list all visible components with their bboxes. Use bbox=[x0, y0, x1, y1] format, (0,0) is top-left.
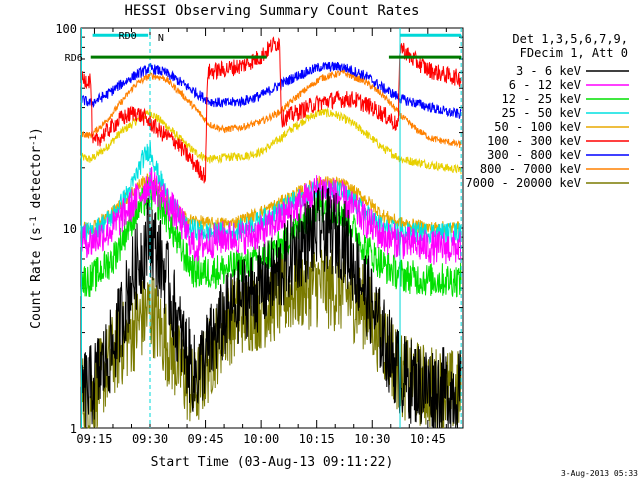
legend-label-25-50-kev: 25 - 50 keV bbox=[502, 106, 581, 120]
series-layer bbox=[80, 36, 462, 429]
legend-header-line-2: FDecim 1, Att 0 bbox=[520, 46, 628, 60]
legend-label-6-12-kev: 6 - 12 keV bbox=[509, 78, 581, 92]
flag-label-n: N bbox=[158, 33, 164, 44]
y-tick-label: 10 bbox=[63, 222, 77, 236]
chart-title: HESSI Observing Summary Count Rates bbox=[124, 3, 419, 19]
x-tick-label: 10:45 bbox=[410, 432, 446, 446]
series-3-6-kev bbox=[80, 185, 462, 429]
x-tick-label: 10:15 bbox=[299, 432, 335, 446]
legend-label-100-300-kev: 100 - 300 keV bbox=[487, 134, 581, 148]
y-axis-label: Count Rate (s-1 detector-1) bbox=[29, 127, 44, 329]
series-6-12-kev bbox=[80, 166, 462, 265]
x-axis-label: Start Time (03-Aug-13 09:11:22) bbox=[151, 455, 394, 470]
x-tick-label: 10:00 bbox=[243, 432, 279, 446]
legend-label-800-7000-kev: 800 - 7000 keV bbox=[480, 162, 581, 176]
x-tick-label: 09:15 bbox=[76, 432, 112, 446]
axis-ticks: 09:15 09:30 09:45 10:00 10:15 10:30 10:45 1 10 10… bbox=[55, 22, 463, 446]
legend: Det 1,3,5,6,7,9, FDecim 1, Att 0 3 - 6 k… bbox=[465, 32, 629, 190]
x-tick-label: 09:30 bbox=[132, 432, 168, 446]
y-tick-label: 100 bbox=[55, 22, 77, 36]
series-300-800-kev bbox=[80, 61, 462, 119]
series-50-100-kev bbox=[80, 173, 462, 235]
timestamp: 3-Aug-2013 05:33 bbox=[561, 469, 638, 478]
series-100-300-kev bbox=[80, 36, 462, 184]
x-tick-label: 10:30 bbox=[354, 432, 390, 446]
marker-layer: RD0 RD6 N bbox=[65, 28, 462, 428]
legend-label-300-800-kev: 300 - 800 keV bbox=[487, 148, 581, 162]
flag-label-rd6: RD6 bbox=[65, 53, 83, 64]
flag-label-rd0: RD0 bbox=[119, 31, 137, 42]
legend-label-50-100-kev: 50 - 100 keV bbox=[494, 120, 581, 134]
y-tick-label: 1 bbox=[70, 422, 77, 436]
legend-label-12-25-kev: 12 - 25 keV bbox=[502, 92, 581, 106]
legend-header-line-1: Det 1,3,5,6,7,9, bbox=[512, 32, 628, 46]
series-800-7000-kev bbox=[80, 69, 462, 148]
legend-label-3-6-kev: 3 - 6 keV bbox=[516, 64, 581, 78]
x-tick-label: 09:45 bbox=[188, 432, 224, 446]
legend-label-7000-20000-kev: 7000 - 20000 keV bbox=[465, 176, 581, 190]
